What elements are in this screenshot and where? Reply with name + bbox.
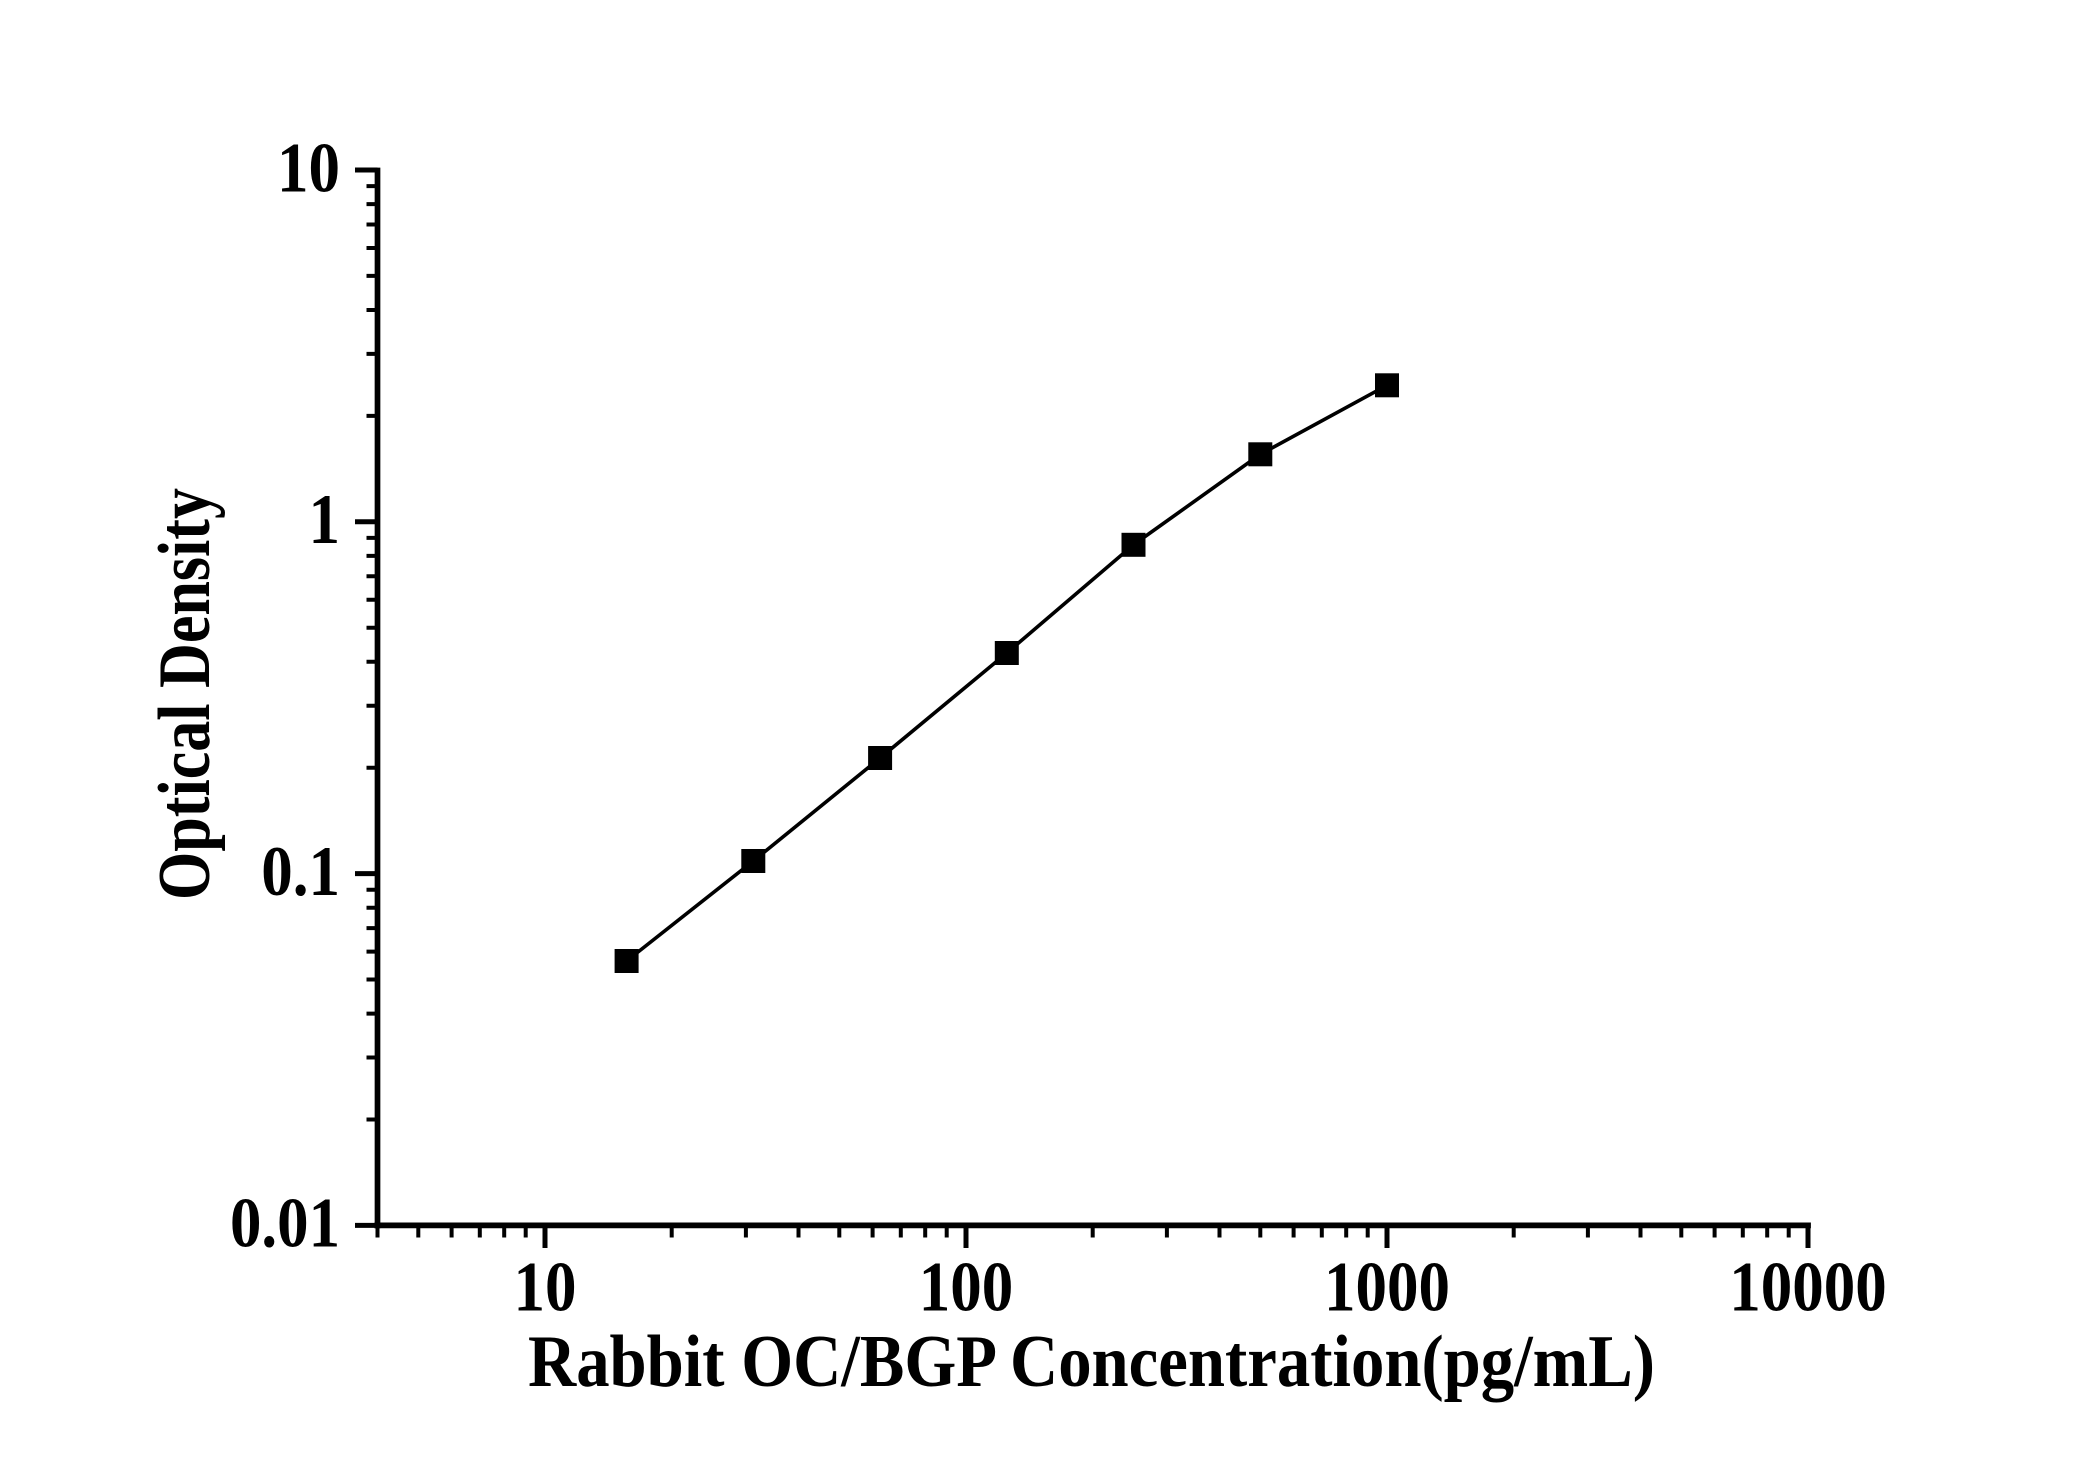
- svg-text:10000: 10000: [1729, 1249, 1887, 1327]
- svg-text:Rabbit OC/BGP Concentration(pg: Rabbit OC/BGP Concentration(pg/mL): [528, 1321, 1655, 1403]
- svg-text:1: 1: [309, 481, 341, 559]
- svg-text:1000: 1000: [1324, 1249, 1450, 1327]
- svg-text:Optical Density: Optical Density: [144, 488, 226, 900]
- svg-text:0.01: 0.01: [230, 1185, 340, 1263]
- svg-text:10: 10: [514, 1249, 577, 1327]
- svg-text:10: 10: [277, 129, 340, 207]
- svg-text:100: 100: [919, 1249, 1014, 1327]
- svg-text:0.1: 0.1: [261, 833, 340, 911]
